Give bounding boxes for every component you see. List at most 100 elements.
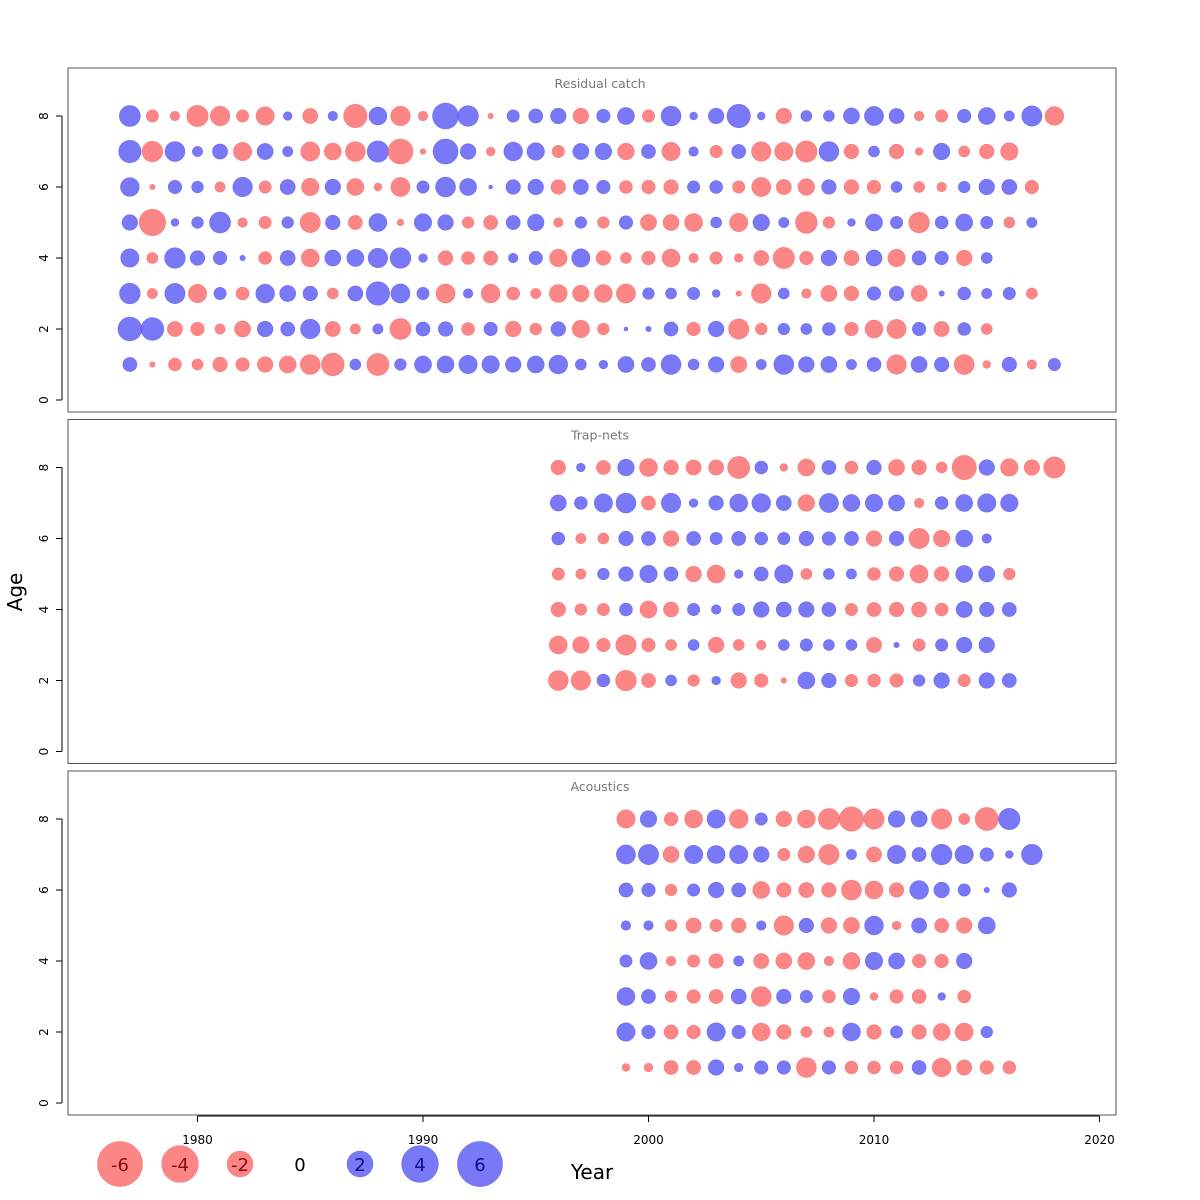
bubble [821,672,837,689]
bubble [798,601,815,618]
bubble [664,990,678,1003]
bubble [887,845,907,864]
bubble [799,989,813,1003]
y-tick-label: 0 [37,1099,51,1107]
x-tick-label: 2010 [859,1133,890,1147]
bubble [911,917,927,934]
bubble [706,1022,726,1042]
bubble [865,249,883,267]
y-tick-label: 6 [37,535,51,543]
bubble [820,249,838,267]
bubble [550,179,566,195]
bubble [487,112,494,120]
bubble [618,530,634,547]
bubble [639,564,658,584]
y-tick-label: 4 [37,254,51,262]
bubble [795,140,818,163]
bubble [890,181,903,193]
bubble [773,915,794,936]
bubble [396,218,405,227]
bubble [774,142,794,161]
bubble [616,987,636,1006]
bubble [750,986,772,1007]
bubble [979,1060,994,1075]
bubble [779,463,789,472]
bubble [910,356,928,373]
bubble [842,1022,861,1042]
bubble [800,1026,813,1038]
bubble [731,917,747,934]
bubble [843,143,860,160]
bubble [117,316,143,342]
bubble [483,321,498,337]
bubble [726,103,751,129]
bubble [237,217,248,228]
bubble [956,917,973,934]
bubble [864,493,884,513]
bubble [660,105,682,127]
bubble [660,354,682,375]
bubble [663,601,679,618]
bubble [934,356,950,373]
bubble [751,1022,771,1042]
bubble [711,675,721,686]
bubble [170,218,180,227]
bubble [912,638,926,652]
bubble [1021,843,1043,866]
y-tick-label: 2 [37,677,51,685]
bubble [845,568,857,580]
panels-group: Residual catch02468Trap-nets02468Acousti… [37,67,1117,1116]
bubble [167,179,183,195]
bubble [414,355,432,374]
bubble [845,849,857,860]
bubble [934,953,949,969]
bubble [729,845,749,864]
bubble [366,140,389,163]
bubble [149,183,156,191]
bubble [978,672,995,689]
bubble [729,493,748,513]
bubble [954,1022,974,1042]
bubble [505,356,522,373]
bubble [980,1025,993,1039]
bubble [118,139,142,164]
bubble [418,253,428,263]
bubble [822,322,836,336]
bubble [416,286,430,300]
bubble [709,531,723,545]
bubble [751,493,771,513]
bubble [979,847,994,862]
bubble [888,530,905,547]
bubble [797,178,815,196]
bubble [1026,287,1038,300]
bubble [258,216,272,230]
bubbles [616,806,1043,1078]
bubble [731,882,747,898]
bubble [755,359,767,370]
bubble [688,252,699,264]
bubble [575,568,587,580]
bubble [800,110,813,122]
bubble [842,987,861,1006]
bubble [955,213,974,232]
bubble [933,142,951,161]
bubble [616,809,636,829]
bubble [685,917,702,934]
bubble [958,813,971,825]
bubble [933,672,950,689]
legend-label: 2 [354,1155,365,1176]
bubble [234,320,251,338]
bubble [506,286,521,301]
bubble [189,250,206,266]
bubble [257,320,274,338]
bubble [188,284,207,303]
bubble [239,254,246,262]
bubble [866,459,882,476]
legend-bubble [97,1141,143,1187]
bubble [909,564,929,584]
bubble [505,215,521,230]
bubble [1001,673,1017,688]
bubble [1001,882,1017,898]
bubble [550,459,566,476]
bubble [1003,567,1016,581]
